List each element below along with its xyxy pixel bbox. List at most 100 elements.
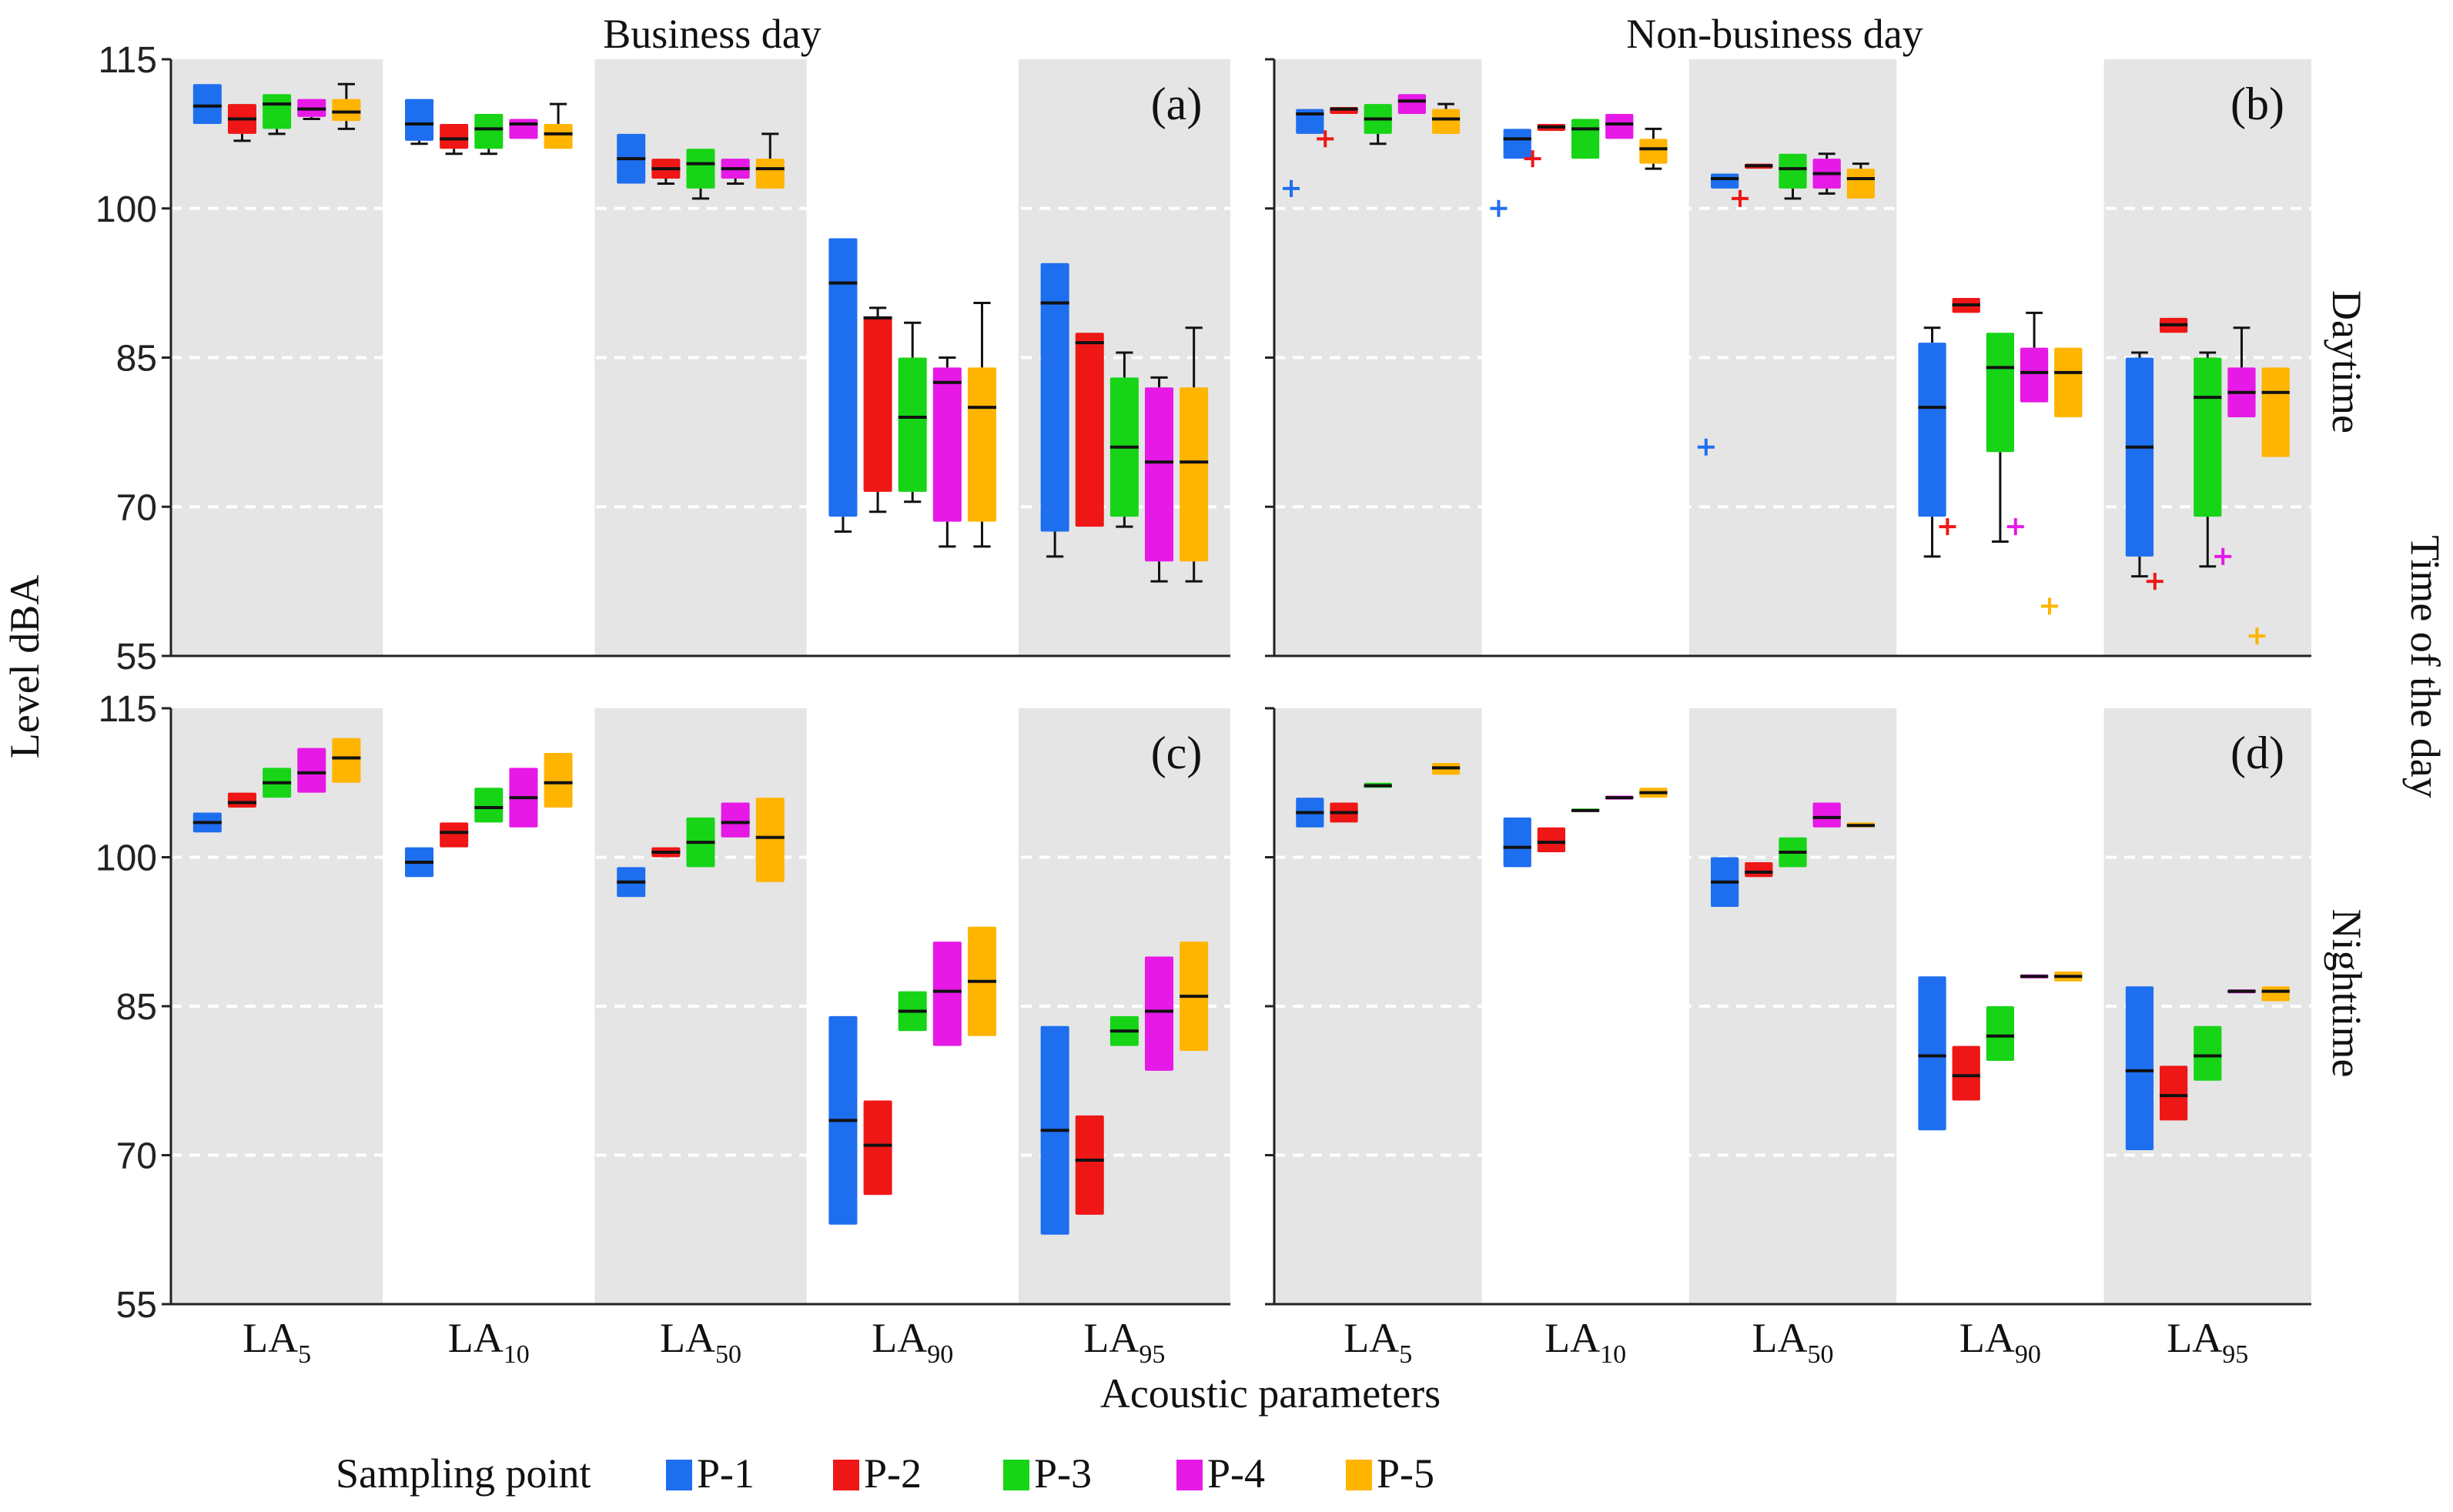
box-body [1503, 817, 1531, 868]
box-body [1779, 153, 1807, 189]
box-body [440, 822, 469, 848]
box-P-3 [1779, 837, 1807, 868]
box-P-1 [828, 1015, 858, 1225]
box-body [932, 942, 962, 1046]
box-body [297, 748, 326, 793]
box-body [2261, 367, 2290, 457]
box-P-3 [1986, 1006, 2015, 1061]
box-body [544, 753, 573, 808]
right-axis-label-time-of-day: Time of the day [2402, 535, 2448, 798]
box-P-5 [2054, 971, 2083, 982]
box-body [2125, 357, 2154, 557]
box-P-5 [1639, 788, 1668, 798]
box-P-3 [898, 991, 927, 1032]
box-P-3 [898, 321, 927, 503]
box-P-2 [227, 792, 256, 808]
outlier-marker [2040, 597, 2058, 615]
box-body [1986, 333, 2015, 453]
panel-label: (b) [2230, 79, 2284, 129]
box-body [828, 238, 858, 517]
box-P-1 [192, 812, 222, 833]
box-body [227, 792, 256, 808]
box-P-2 [1075, 1115, 1104, 1215]
box-body [755, 798, 785, 882]
outlier-marker [1317, 130, 1334, 148]
legend-label: P-1 [697, 1450, 755, 1497]
box-P-2 [227, 104, 256, 142]
box-P-3 [1364, 782, 1392, 788]
box-P-1 [1040, 1025, 1069, 1235]
box-P-4 [1812, 802, 1841, 828]
legend-label: P-2 [864, 1450, 922, 1497]
outlier-marker [2006, 518, 2024, 536]
box-body [2054, 347, 2083, 417]
box-P-1 [1040, 263, 1069, 558]
box-P-1 [617, 867, 646, 898]
box-P-4 [297, 99, 326, 120]
box-body [2125, 986, 2154, 1151]
box-P-2 [1330, 802, 1358, 823]
box-body [1145, 956, 1174, 1071]
box-P-5 [967, 926, 996, 1036]
box-body [474, 114, 504, 149]
box-P-4 [2227, 326, 2256, 417]
box-P-1 [1503, 129, 1531, 159]
box-P-4 [509, 119, 538, 139]
box-P-4 [1145, 956, 1174, 1071]
outlier-marker [1490, 199, 1508, 217]
y-tick-label: 100 [95, 189, 157, 230]
box-body [2194, 357, 2222, 517]
box-P-5 [1180, 326, 1209, 583]
legend-item-P-4: P-4 [1176, 1450, 1265, 1497]
outlier-marker [1939, 518, 1956, 536]
y-tick-label: 100 [95, 838, 157, 879]
box-P-4 [2020, 311, 2049, 403]
box-P-4 [1145, 376, 1174, 583]
legend-title: Sampling point [336, 1450, 591, 1497]
box-P-1 [1711, 857, 1739, 907]
column-title-non-business-day: Non-business day [1626, 11, 1923, 57]
box-P-3 [1109, 1015, 1139, 1046]
box-P-3 [1109, 351, 1139, 528]
box-P-3 [2194, 351, 2222, 568]
box-body [2261, 986, 2290, 1002]
box-body [440, 123, 469, 149]
y-tick-label: 70 [116, 1136, 157, 1177]
box-P-3 [686, 817, 715, 868]
box-body [544, 123, 573, 149]
x-tick-label: LA10 [1544, 1315, 1626, 1369]
box-P-1 [405, 847, 434, 878]
y-tick-label: 55 [116, 637, 157, 677]
box-P-5 [967, 301, 996, 548]
box-P-2 [1745, 163, 1773, 169]
box-body [509, 119, 538, 139]
column-title-business-day: Business day [603, 11, 822, 57]
box-body [863, 1100, 892, 1196]
x-tick-label: LA90 [1959, 1315, 2041, 1369]
y-tick-label: 55 [116, 1285, 157, 1326]
box-body [474, 788, 504, 823]
box-P-5 [2054, 347, 2083, 417]
box-P-1 [1711, 173, 1739, 189]
box-P-1 [1296, 109, 1324, 134]
box-P-1 [828, 238, 858, 534]
box-body [1503, 129, 1531, 159]
box-P-2 [1952, 1045, 1980, 1101]
box-P-2 [2160, 317, 2188, 333]
legend-item-P-1: P-1 [666, 1450, 755, 1497]
box-P-2 [1075, 333, 1104, 527]
box-P-2 [440, 822, 469, 848]
box-body [1180, 387, 1209, 562]
box-body [721, 802, 750, 838]
box-body [405, 99, 434, 141]
box-P-1 [1296, 798, 1324, 828]
box-P-4 [1605, 795, 1634, 800]
panel-a: 55 70 85 100 115 (a) [95, 40, 1230, 677]
box-body [263, 94, 292, 129]
y-tick-label: 85 [116, 987, 157, 1028]
x-tick-label: LA5 [243, 1315, 311, 1369]
panel-d: (d) LA5 LA10 LA50 LA90 LA95 [1265, 707, 2311, 1369]
box-P-1 [1918, 326, 1946, 558]
box-P-4 [721, 802, 750, 838]
box-P-2 [863, 1100, 892, 1196]
